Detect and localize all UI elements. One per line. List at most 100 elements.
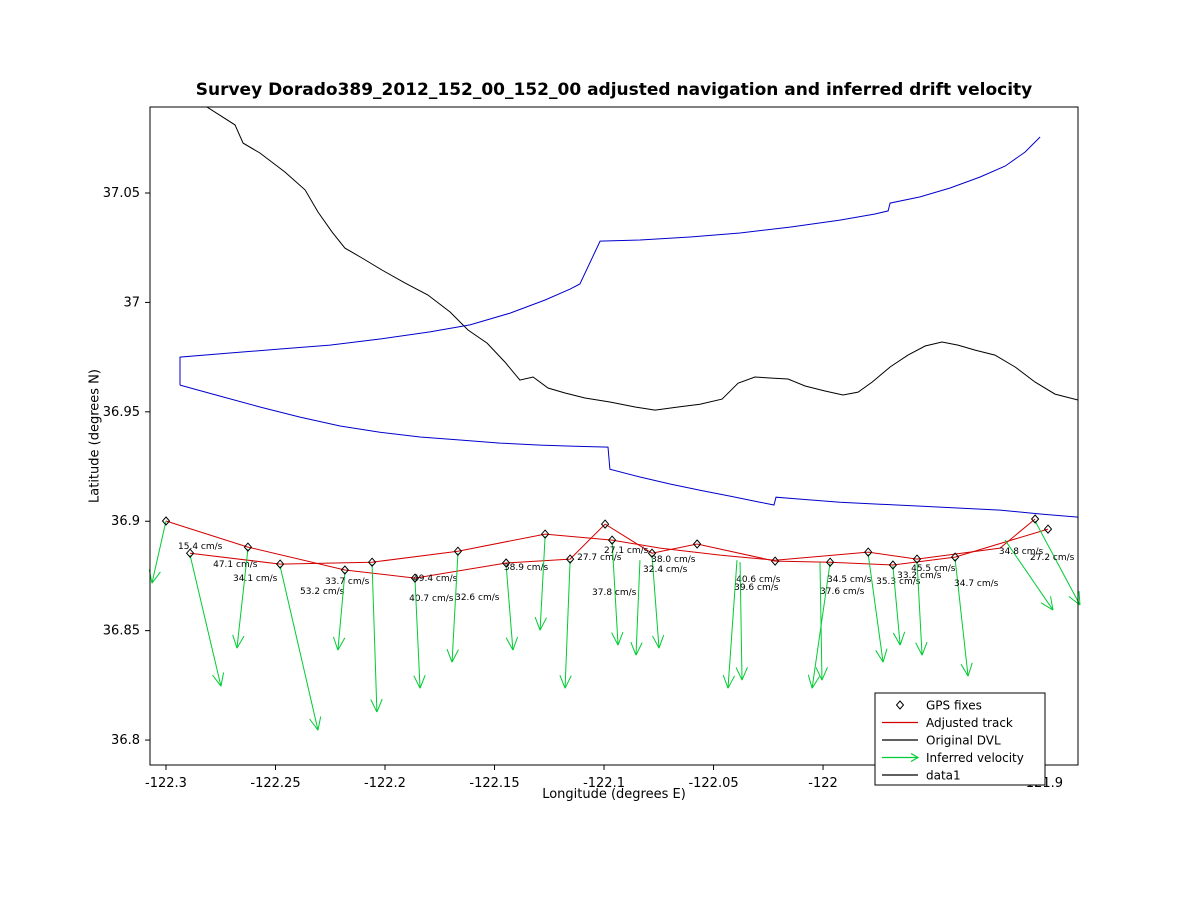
velocity-label: 27.1 cm/s bbox=[604, 546, 649, 556]
velocity-arrow: 37.6 cm/s bbox=[815, 562, 865, 681]
gps-fix-marker bbox=[275, 559, 285, 569]
velocity-arrow: 27.2 cm/s bbox=[1030, 520, 1081, 606]
velocity-label: 37.8 cm/s bbox=[592, 588, 637, 598]
x-tick-label: -122.2 bbox=[364, 776, 406, 791]
velocity-arrow: 35.3 cm/s bbox=[867, 553, 921, 663]
velocity-label: 27.7 cm/s bbox=[577, 553, 622, 563]
gps-fix-marker bbox=[825, 557, 835, 567]
blue-curve-south-line bbox=[179, 384, 1078, 518]
velocity-label: 33.7 cm/s bbox=[325, 577, 370, 587]
legend-diamond-icon bbox=[895, 700, 905, 710]
gps-fix-marker bbox=[950, 552, 960, 562]
velocity-label: 49.4 cm/s bbox=[413, 574, 458, 584]
gps-fix-marker bbox=[410, 573, 420, 583]
velocity-arrow: 32.4 cm/s bbox=[630, 560, 688, 656]
x-tick-label: -122.3 bbox=[145, 776, 187, 791]
x-tick-label: -122.1 bbox=[583, 776, 625, 791]
velocity-label: 32.6 cm/s bbox=[455, 593, 500, 603]
velocity-arrow: 34.8 cm/s bbox=[999, 539, 1054, 611]
gps-fix-marker bbox=[692, 539, 702, 549]
y-tick-label: 37.05 bbox=[103, 186, 140, 201]
x-tick-label: -122.05 bbox=[688, 776, 738, 791]
velocity-arrow: 32.6 cm/s bbox=[446, 553, 500, 663]
velocity-label: 45.5 cm/s bbox=[911, 564, 956, 574]
gps-fix-marker bbox=[565, 554, 575, 564]
x-tick-label: -122 bbox=[808, 776, 838, 791]
velocity-arrow: 38.9 cm/s bbox=[504, 563, 549, 651]
velocity-label: 33.2 cm/s bbox=[897, 571, 942, 581]
velocity-label: 32.4 cm/s bbox=[643, 565, 688, 575]
velocity-label: 35.3 cm/s bbox=[876, 577, 921, 587]
velocity-arrow: 37.8 cm/s bbox=[559, 561, 637, 689]
gps-fix-marker bbox=[340, 565, 350, 575]
legend-label: Original DVL bbox=[926, 734, 1001, 748]
legend-label: Adjusted track bbox=[926, 716, 1013, 730]
gps-fix-marker bbox=[185, 548, 195, 558]
velocity-arrow: 33.7 cm/s bbox=[325, 572, 370, 651]
velocity-label: 53.2 cm/s bbox=[300, 587, 345, 597]
legend: GPS fixes Adjusted track Original DVL Infer… bbox=[874, 692, 1046, 786]
velocity-arrows: 15.4 cm/s 47.1 cm/s 34.1 cm/s 53.2 cm/s33.7… bbox=[148, 520, 1081, 731]
velocity-arrow: 39.6 cm/s bbox=[734, 562, 779, 681]
legend-label: GPS fixes bbox=[926, 699, 982, 713]
gps-fix-marker bbox=[501, 558, 511, 568]
x-axis-label: Longitude (degrees E) bbox=[542, 787, 686, 802]
velocity-arrow: 40.7 cm/s bbox=[370, 564, 454, 713]
gps-fix-marker bbox=[453, 546, 463, 556]
plot-series bbox=[165, 107, 1078, 579]
velocity-label: 39.6 cm/s bbox=[734, 583, 779, 593]
velocity-label: 47.1 cm/s bbox=[213, 560, 258, 570]
axis-ticks: -122.3 -122.25 -122.2 -122.15 -122.1 -122.05 -… bbox=[103, 186, 1063, 791]
y-tick-label: 37 bbox=[123, 295, 140, 310]
velocity-arrow: 34.7 cm/s bbox=[954, 559, 999, 677]
velocity-label: 38.0 cm/s bbox=[651, 555, 696, 565]
gps-fix-marker bbox=[888, 560, 898, 570]
velocity-arrow: 33.2 cm/s bbox=[892, 566, 942, 646]
velocity-arrow: 49.4 cm/s bbox=[413, 574, 458, 689]
velocity-arrow: 27.1 cm/s bbox=[604, 541, 649, 646]
gps-fix-marker bbox=[367, 557, 377, 567]
blue-curve-north-line bbox=[179, 136, 1041, 386]
legend-box bbox=[874, 692, 1046, 786]
chart-title: Survey Dorado389_2012_152_00_152_00 adju… bbox=[195, 80, 1033, 100]
gps-fix-marker bbox=[600, 519, 610, 529]
y-tick-label: 36.95 bbox=[103, 405, 140, 420]
velocity-label: 15.4 cm/s bbox=[178, 542, 223, 552]
plot-border bbox=[149, 106, 1079, 766]
x-tick-label: -122.15 bbox=[469, 776, 519, 791]
gps-fix-marker bbox=[161, 516, 171, 526]
gps-fix-marker bbox=[243, 542, 253, 552]
black-line-line bbox=[206, 107, 1078, 411]
y-tick-label: 36.8 bbox=[111, 733, 140, 748]
adjusted-track-b-line bbox=[190, 518, 1036, 565]
gps-fix-marker bbox=[607, 535, 617, 545]
velocity-label: 34.7 cm/s bbox=[954, 579, 999, 589]
velocity-arrow: 34.1 cm/s bbox=[232, 548, 278, 649]
y-tick-label: 36.9 bbox=[111, 514, 140, 529]
velocity-label: 38.9 cm/s bbox=[504, 563, 549, 573]
velocity-arrow: 15.4 cm/s bbox=[148, 520, 223, 584]
velocity-arrow: 40.6 cm/s bbox=[722, 560, 781, 689]
gps-fix-marker bbox=[912, 554, 922, 564]
velocity-label: 34.5 cm/s bbox=[827, 575, 872, 585]
velocity-label: 27.2 cm/s bbox=[1030, 553, 1075, 563]
velocity-label: 34.8 cm/s bbox=[999, 547, 1044, 557]
velocity-label: 40.6 cm/s bbox=[736, 575, 781, 585]
gps-fix-marker bbox=[647, 548, 657, 558]
adjusted-track-a-line bbox=[165, 520, 1049, 579]
velocity-label: 40.7 cm/s bbox=[409, 594, 454, 604]
gps-fixes bbox=[161, 514, 1053, 583]
gps-fix-marker bbox=[770, 556, 780, 566]
velocity-arrow: 34.5 cm/s bbox=[807, 562, 872, 689]
gps-fix-marker bbox=[864, 547, 873, 557]
x-tick-label: -122.25 bbox=[250, 776, 300, 791]
y-tick-label: 36.85 bbox=[103, 624, 140, 639]
legend-arrow-icon bbox=[910, 752, 920, 763]
velocity-arrow: 45.5 cm/s bbox=[911, 561, 956, 656]
velocity-arrow: 27.7 cm/s bbox=[534, 536, 622, 631]
gps-fix-marker bbox=[540, 529, 550, 539]
legend-label: data1 bbox=[926, 769, 961, 783]
velocity-arrow: 47.1 cm/s bbox=[189, 555, 258, 687]
